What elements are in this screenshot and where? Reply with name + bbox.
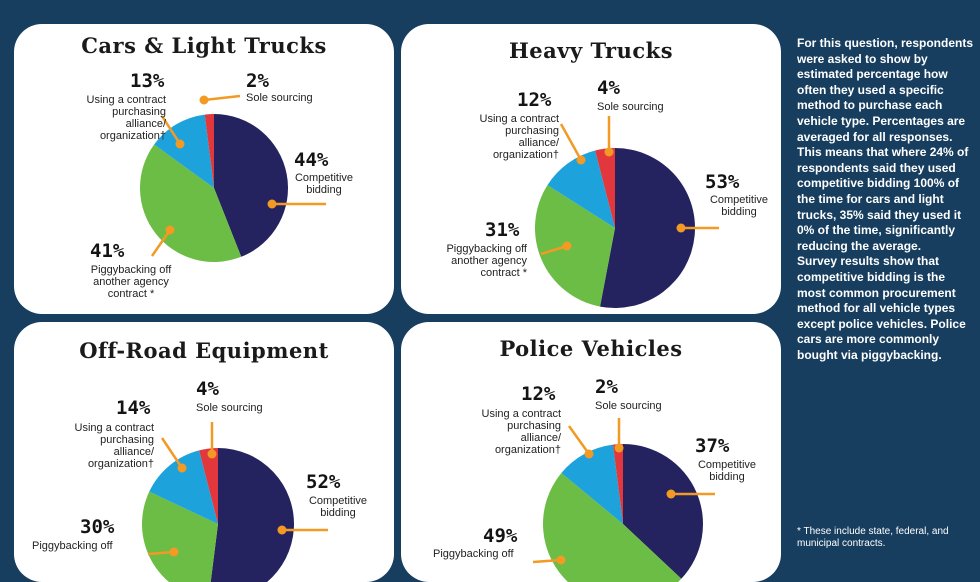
pie-slice-sole bbox=[612, 444, 623, 524]
pie-slice-competitive bbox=[210, 448, 294, 582]
pie-chart-heavy-trucks bbox=[535, 116, 719, 308]
leader-dot-contract bbox=[175, 139, 185, 149]
pct-competitive: 37% bbox=[695, 435, 730, 457]
pct-sole: 4% bbox=[196, 378, 219, 400]
leader-dot-piggyback bbox=[556, 555, 566, 565]
pie-slice-contract bbox=[154, 114, 214, 188]
label-competitive: Competitive bidding bbox=[709, 194, 769, 218]
chart-card-cars-light-trucks: Cars & Light Trucks 13% Using a contract… bbox=[14, 24, 394, 314]
pie-slice-contract bbox=[561, 444, 623, 524]
pct-contract: 12% bbox=[517, 89, 552, 111]
label-competitive: Competitive bidding bbox=[308, 495, 368, 519]
leader-dot-sole bbox=[604, 147, 614, 157]
leader-dot-contract bbox=[576, 155, 586, 165]
chart-title: Police Vehicles bbox=[499, 336, 683, 361]
sidebar-explanation: For this question, respondents were aske… bbox=[797, 36, 973, 363]
pct-contract: 14% bbox=[116, 397, 151, 419]
leader-line-contract bbox=[160, 437, 184, 469]
leader-dot-piggyback bbox=[562, 241, 572, 251]
pct-sole: 4% bbox=[597, 77, 620, 99]
pie-slice-piggyback bbox=[535, 185, 615, 307]
label-piggyback: Piggybacking off another agency contract… bbox=[446, 243, 527, 279]
leader-line-contract bbox=[559, 123, 583, 161]
top-strip bbox=[0, 0, 980, 10]
leader-line-sole bbox=[203, 94, 241, 102]
leader-dot-competitive bbox=[666, 489, 676, 499]
leader-line-contract bbox=[160, 115, 182, 145]
pct-contract: 12% bbox=[521, 383, 556, 405]
label-competitive: Competitive bidding bbox=[697, 459, 757, 483]
sidebar-paragraph-2: Survey results show that competitive bid… bbox=[797, 254, 966, 362]
pie-slice-sole bbox=[595, 148, 615, 228]
pct-piggyback: 41% bbox=[90, 240, 125, 262]
pct-piggyback: 31% bbox=[485, 219, 520, 241]
pie-slice-competitive bbox=[623, 444, 703, 579]
pct-sole: 2% bbox=[595, 376, 618, 398]
leader-dot-competitive bbox=[267, 199, 277, 209]
pie-chart-cars-light-trucks bbox=[140, 94, 326, 262]
chart-title: Cars & Light Trucks bbox=[81, 33, 327, 58]
chart-title: Heavy Trucks bbox=[508, 38, 674, 63]
leader-dot-sole bbox=[199, 95, 209, 105]
pct-competitive: 44% bbox=[294, 149, 329, 171]
leader-dot-competitive bbox=[676, 223, 686, 233]
pie-slice-competitive bbox=[600, 148, 695, 308]
leader-line-piggyback bbox=[540, 244, 568, 256]
label-sole: Sole sourcing bbox=[595, 400, 662, 412]
pie-slice-piggyback bbox=[140, 144, 242, 262]
label-piggyback: Piggybacking off bbox=[433, 548, 514, 560]
pct-sole: 2% bbox=[246, 70, 269, 92]
pie-slice-competitive bbox=[214, 114, 289, 257]
label-contract: Using a contract purchasing alliance/ or… bbox=[74, 422, 154, 470]
label-competitive: Competitive bidding bbox=[294, 172, 354, 196]
leader-line-piggyback bbox=[150, 229, 172, 257]
leader-dot-sole bbox=[207, 449, 217, 459]
label-sole: Sole sourcing bbox=[196, 402, 263, 414]
pie-chart-off-road-equipment bbox=[142, 422, 328, 582]
sidebar-paragraph-1: For this question, respondents were aske… bbox=[797, 36, 974, 253]
leader-dot-piggyback bbox=[169, 547, 179, 557]
leader-dot-sole bbox=[614, 443, 624, 453]
pct-piggyback: 49% bbox=[483, 525, 518, 547]
pct-competitive: 52% bbox=[306, 471, 341, 493]
leader-dot-piggyback bbox=[165, 225, 175, 235]
label-sole: Sole sourcing bbox=[246, 92, 313, 104]
label-sole: Sole sourcing bbox=[597, 101, 664, 113]
leader-line-contract bbox=[567, 425, 591, 455]
leader-dot-competitive bbox=[277, 525, 287, 535]
pie-slice-contract bbox=[149, 450, 218, 524]
label-contract: Using a contract purchasing alliance/ or… bbox=[479, 113, 559, 161]
label-piggyback: Piggybacking off another agency contract… bbox=[90, 264, 172, 300]
pct-competitive: 53% bbox=[705, 171, 740, 193]
label-contract: Using a contract purchasing alliance/ or… bbox=[481, 408, 561, 456]
pie-slice-sole bbox=[199, 448, 218, 524]
chart-card-off-road-equipment: Off-Road Equipment 14% Using a contract … bbox=[14, 322, 394, 582]
chart-card-police-vehicles: Police Vehicles 12% Using a contract pur… bbox=[401, 322, 781, 582]
pie-slice-contract bbox=[547, 150, 615, 228]
pct-contract: 13% bbox=[130, 70, 165, 92]
leader-dot-contract bbox=[584, 449, 594, 459]
chart-card-heavy-trucks: Heavy Trucks 12% Using a contract purcha… bbox=[401, 24, 781, 314]
chart-title: Off-Road Equipment bbox=[79, 338, 329, 363]
label-contract: Using a contract purchasing alliance/ or… bbox=[86, 94, 166, 142]
footnote: * These include state, federal, and muni… bbox=[797, 526, 949, 549]
pie-slice-sole bbox=[204, 114, 214, 188]
leader-dot-contract bbox=[177, 463, 187, 473]
label-piggyback: Piggybacking off bbox=[32, 540, 113, 552]
pct-piggyback: 30% bbox=[80, 516, 115, 538]
